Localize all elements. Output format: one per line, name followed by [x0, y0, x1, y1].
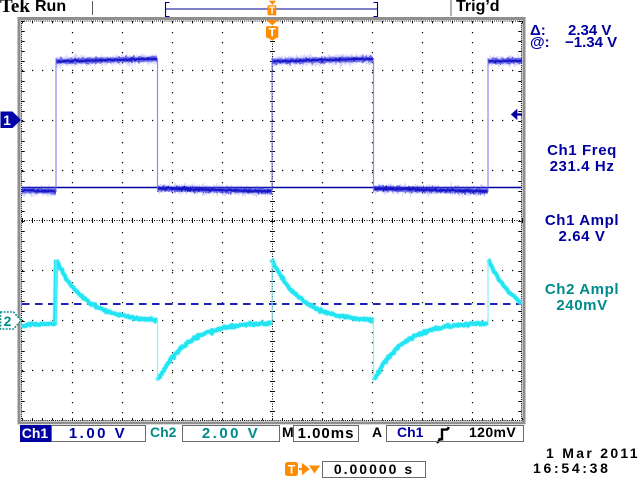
svg-text:1: 1 — [3, 112, 11, 128]
svg-text:T: T — [288, 463, 296, 477]
svg-text:2: 2 — [4, 313, 12, 329]
svg-text:T: T — [269, 26, 277, 40]
svg-text:T: T — [269, 6, 275, 17]
